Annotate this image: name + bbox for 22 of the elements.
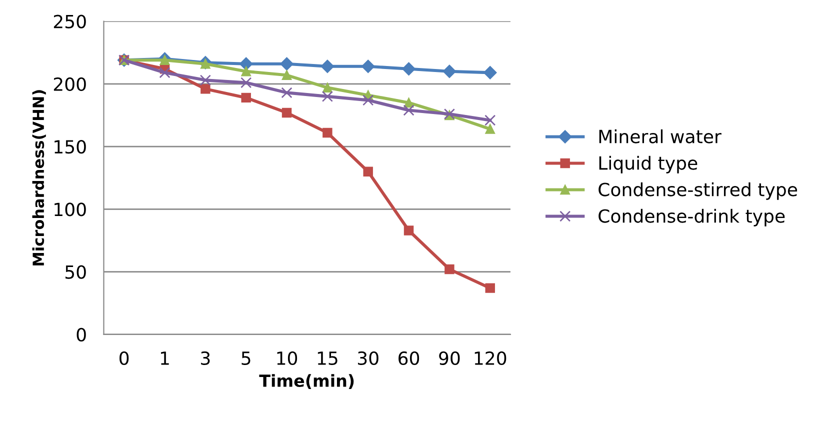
x-tick-label: 90 xyxy=(439,351,460,366)
legend-label: Mineral water xyxy=(599,129,722,144)
x-tick-label: 60 xyxy=(398,351,420,366)
x-axis-title: Time(min) xyxy=(259,374,354,389)
x-tick-label: 3 xyxy=(201,351,210,366)
y-tick-label: 200 xyxy=(54,77,86,92)
legend-label: Condense-drink type xyxy=(598,208,785,226)
y-tick-label: 0 xyxy=(76,328,86,342)
x-tick-label: 1 xyxy=(160,352,169,365)
x-tick-label: 5 xyxy=(242,352,250,366)
y-tick-label: 100 xyxy=(54,202,86,216)
legend-label: Liquid type xyxy=(599,156,698,174)
y-axis-title: Microhardness(VHN) xyxy=(32,90,46,266)
x-tick-label: 15 xyxy=(318,352,338,366)
x-tick-label: 0 xyxy=(120,351,129,366)
legend-label: Condense-stirred type xyxy=(598,182,798,200)
y-tick-label: 150 xyxy=(54,140,86,154)
x-tick-label: 120 xyxy=(474,351,506,366)
y-tick-label: 250 xyxy=(54,14,86,28)
x-tick-label: 30 xyxy=(358,351,378,366)
y-tick-label: 50 xyxy=(66,265,86,279)
x-tick-label: 10 xyxy=(277,351,298,366)
